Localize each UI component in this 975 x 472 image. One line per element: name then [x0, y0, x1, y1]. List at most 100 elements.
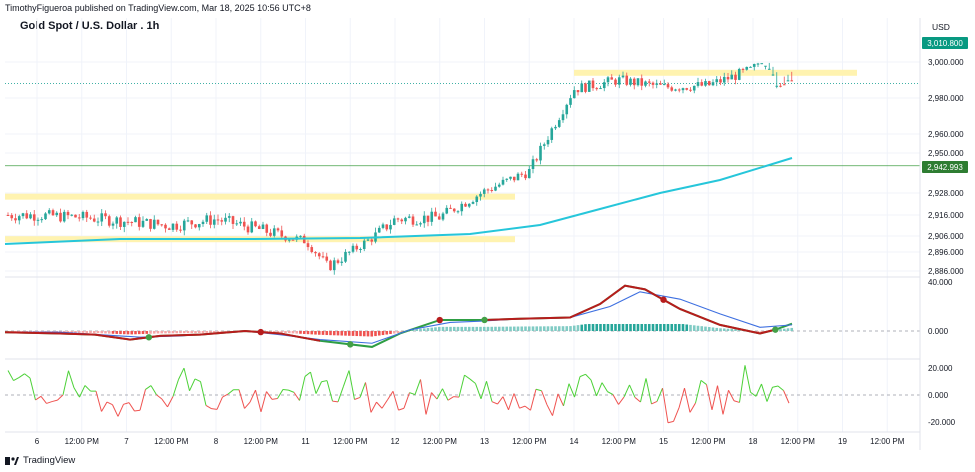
- histogram-bar: [415, 329, 419, 331]
- momentum-segment: [310, 372, 317, 394]
- histogram-bar: [216, 331, 220, 333]
- candle-body: [662, 84, 666, 86]
- candle-body: [51, 210, 55, 216]
- candle-body: [280, 230, 284, 237]
- candle-body: [171, 223, 175, 230]
- histogram-bar: [726, 328, 730, 331]
- momentum-segment: [656, 388, 663, 402]
- histogram-bar: [336, 331, 340, 336]
- candle-body: [149, 219, 152, 229]
- candle-body: [561, 114, 565, 121]
- momentum-segment: [348, 370, 355, 400]
- histogram-bar: [310, 331, 314, 335]
- candle-body: [572, 90, 576, 99]
- momentum-segment: [139, 389, 146, 411]
- histogram-bar: [505, 326, 509, 331]
- histogram-bar: [389, 331, 392, 335]
- candle-body: [764, 65, 767, 67]
- candle-body: [599, 88, 602, 90]
- candle-body: [377, 227, 381, 233]
- momentum-segment: [464, 374, 471, 380]
- candle-body: [96, 221, 100, 223]
- candle-body: [107, 216, 111, 226]
- momentum-segment: [486, 381, 493, 402]
- histogram-bar: [704, 326, 707, 331]
- price-tick-label: 2,950.000: [928, 149, 964, 158]
- candle-body: [509, 176, 512, 179]
- momentum-segment: [706, 384, 713, 411]
- oscillator-signal-dot: [257, 328, 264, 336]
- histogram-bar: [486, 326, 490, 331]
- candle-body: [74, 214, 77, 218]
- candle-body: [156, 219, 160, 225]
- candle-body: [426, 215, 430, 222]
- candle-body: [122, 221, 126, 227]
- candle-body: [92, 218, 96, 222]
- histogram-bar: [332, 331, 336, 336]
- momentum-tick-label: -20.000: [928, 418, 956, 427]
- histogram-bar: [674, 324, 677, 331]
- candle-body: [359, 249, 362, 251]
- currency-label[interactable]: USD: [932, 22, 950, 32]
- candle-body: [546, 139, 550, 145]
- momentum-segment: [337, 385, 344, 402]
- momentum-segment: [431, 392, 438, 400]
- candle-body: [186, 220, 190, 222]
- candle-body: [134, 217, 137, 223]
- histogram-bar: [561, 326, 565, 331]
- momentum-segment: [150, 385, 157, 395]
- histogram-bar: [689, 324, 692, 331]
- histogram-bar: [437, 326, 441, 331]
- histogram-bar: [670, 324, 674, 331]
- histogram-bar: [599, 324, 602, 331]
- time-tick-label: 12:00 PM: [423, 437, 458, 446]
- histogram-bar: [321, 331, 325, 335]
- candle-body: [771, 74, 775, 76]
- candle-body: [752, 63, 756, 67]
- candle-body: [197, 224, 201, 228]
- candle-body: [231, 216, 235, 224]
- candle-body: [681, 88, 685, 91]
- histogram-bar: [92, 331, 96, 334]
- candle-body: [434, 211, 437, 217]
- histogram-bar: [617, 324, 621, 331]
- candle-body: [719, 79, 722, 83]
- last-price-tag[interactable]: 3,010.800: [922, 37, 968, 49]
- candle-body: [302, 235, 306, 244]
- time-tick-label: 12:00 PM: [512, 437, 547, 446]
- momentum-segment: [667, 420, 674, 424]
- candle-body: [167, 228, 171, 230]
- histogram-bar: [606, 324, 610, 331]
- candle-body: [201, 221, 205, 225]
- symbol-title[interactable]: Gold Spot / U.S. Dollar . 1h: [20, 20, 160, 32]
- tradingview-logo[interactable]: TradingView: [5, 455, 75, 466]
- histogram-bar: [201, 331, 205, 333]
- histogram-bar: [197, 331, 201, 334]
- candle-body: [32, 214, 36, 221]
- histogram-bar: [374, 331, 377, 337]
- candle-body: [760, 63, 764, 65]
- candle-body: [602, 82, 606, 89]
- histogram-bar: [160, 331, 164, 334]
- ma-price-tag[interactable]: 2,942.993: [922, 161, 968, 173]
- histogram-bar: [156, 331, 160, 334]
- candle-body: [265, 224, 269, 233]
- momentum-segment: [62, 370, 69, 395]
- candle-body: [194, 224, 197, 228]
- momentum-segment: [354, 396, 361, 400]
- momentum-segment: [568, 383, 575, 398]
- candle-body: [449, 207, 452, 209]
- histogram-bar: [625, 324, 629, 331]
- candle-body: [749, 66, 752, 68]
- momentum-segment: [579, 373, 586, 378]
- time-tick-label: 12:00 PM: [870, 437, 905, 446]
- oscillator-bear-segment: [679, 308, 776, 335]
- histogram-bar: [434, 327, 437, 331]
- candle-body: [666, 84, 670, 88]
- momentum-segment: [282, 388, 289, 391]
- momentum-segment: [414, 379, 421, 395]
- momentum-segment: [783, 390, 790, 404]
- histogram-bar: [171, 331, 175, 334]
- time-tick-label: 12:00 PM: [781, 437, 816, 446]
